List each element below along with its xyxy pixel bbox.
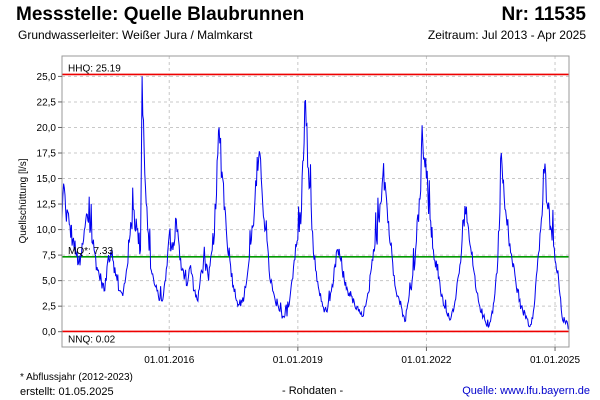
series-layer	[61, 76, 570, 330]
reference-line-label: NNQ: 0.02	[68, 334, 116, 345]
y-tick-label: 5,0	[42, 276, 56, 287]
plot-frame	[61, 55, 570, 348]
x-tick-label: 01.01.2016	[144, 355, 194, 366]
created-date: erstellt: 01.05.2025	[20, 386, 114, 398]
x-tick-label: 01.01.2022	[401, 355, 451, 366]
y-axis-label: Quellschüttung [l/s]	[18, 158, 29, 243]
y-tick-label: 10,0	[37, 225, 57, 236]
period-label: Zeitraum: Jul 2013 - Apr 2025	[427, 28, 586, 42]
x-tick-label: 01.01.2019	[273, 355, 323, 366]
y-tick-label: 12,5	[37, 200, 57, 211]
aquifer-label: Grundwasserleiter: Weißer Jura / Malmkar…	[18, 28, 253, 42]
discharge-series-line	[61, 76, 570, 330]
station-number: Nr: 11535	[501, 4, 586, 25]
reference-lines	[62, 73, 569, 333]
y-tick-label: 20,0	[37, 123, 57, 134]
x-tick-label: 01.01.2025	[530, 355, 580, 366]
y-tick-label: 22,5	[37, 97, 57, 108]
y-tick-label: 2,5	[42, 302, 56, 313]
grid	[62, 56, 569, 347]
footnote: * Abflussjahr (2012-2023)	[20, 372, 133, 383]
reference-line-label: MQ*: 7.33	[68, 246, 113, 257]
y-axis-ticks: 0,0 2,5 5,0 7,5 10,0 12,5 15,0 17,5 20,0 22,5 25,0	[37, 72, 62, 338]
source-link[interactable]: Quelle: www.lfu.bayern.de	[462, 385, 590, 397]
y-tick-label: 0,0	[42, 327, 56, 338]
raw-data-label: - Rohdaten -	[282, 385, 344, 397]
y-tick-label: 7,5	[42, 251, 56, 262]
page-title: Messstelle: Quelle Blaubrunnen	[16, 4, 305, 25]
reference-labels: HHQ: 25.19 MQ*: 7.33 NNQ: 0.02	[68, 63, 121, 345]
reference-line-label: HHQ: 25.19	[68, 63, 121, 74]
y-tick-label: 25,0	[37, 72, 57, 83]
y-tick-label: 15,0	[37, 174, 57, 185]
y-tick-label: 17,5	[37, 149, 57, 160]
x-axis-ticks: 01.01.2016 01.01.2019 01.01.2022 01.01.2025	[144, 347, 580, 366]
